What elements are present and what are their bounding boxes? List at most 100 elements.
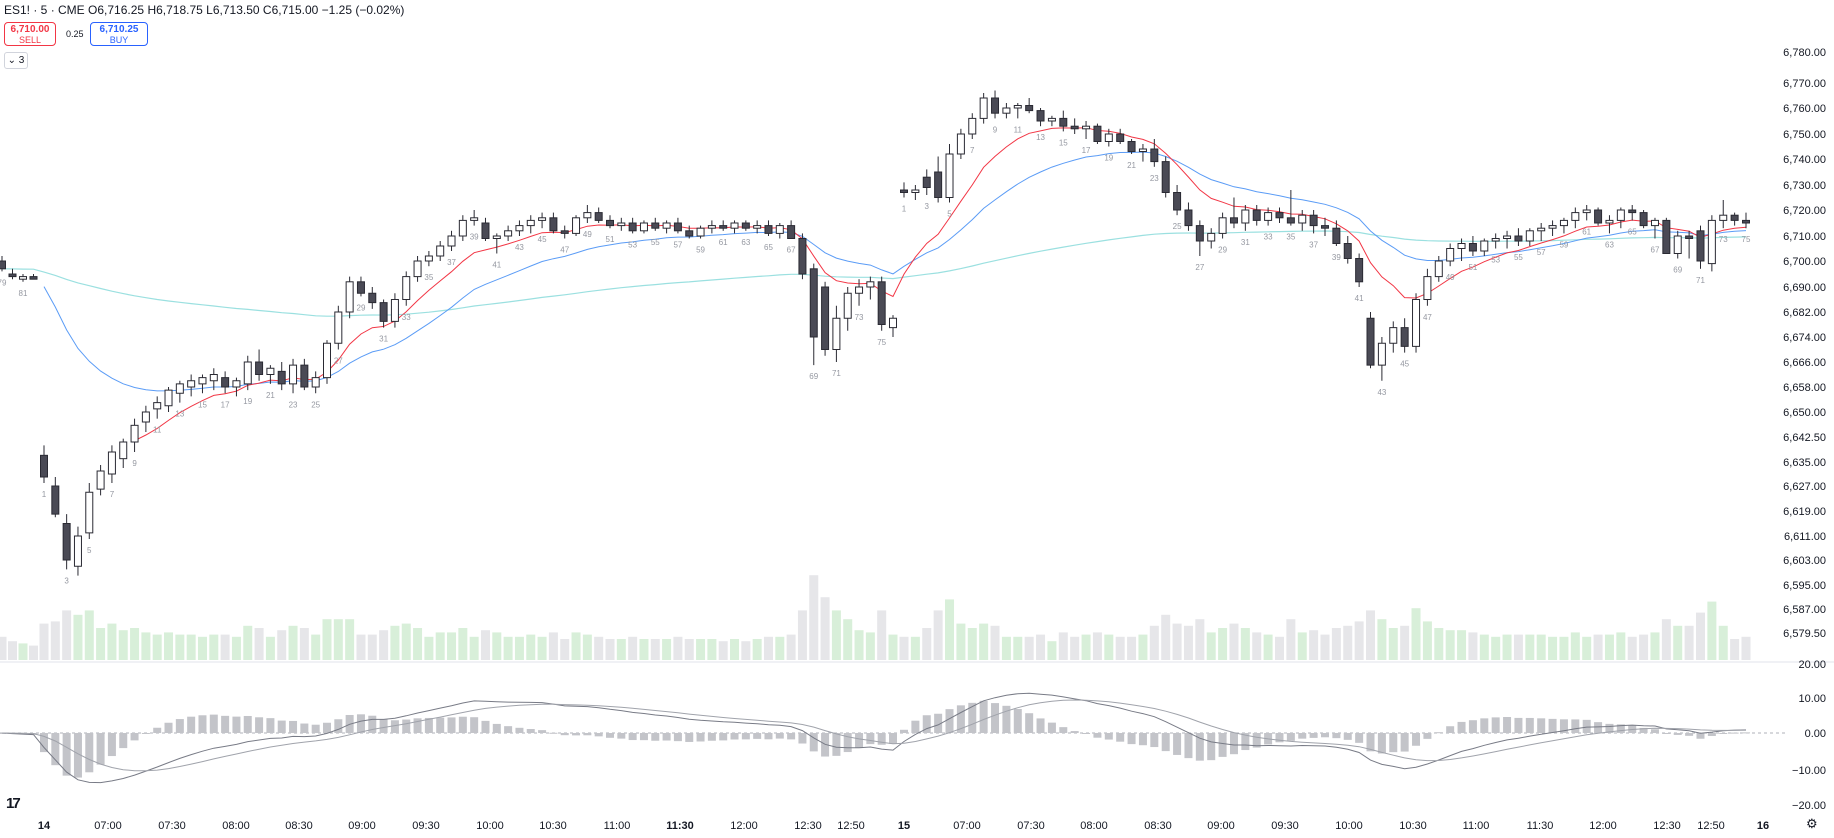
candle-body bbox=[1321, 225, 1329, 229]
bar-count-label: 37 bbox=[1309, 240, 1318, 249]
candle-body bbox=[956, 133, 965, 155]
bar-count-label: 25 bbox=[311, 400, 320, 409]
macd-histogram-bar bbox=[1184, 733, 1193, 759]
volume-bar bbox=[96, 628, 106, 660]
volume-bar bbox=[164, 632, 174, 660]
candlesticks[interactable] bbox=[0, 90, 1750, 576]
tradingview-logo-icon[interactable]: 17 bbox=[6, 795, 21, 812]
candle-body bbox=[1457, 243, 1466, 249]
macd-histogram-bar bbox=[787, 733, 796, 740]
time-tick-label: 12:30 bbox=[794, 820, 822, 832]
volume-bar bbox=[775, 636, 785, 660]
candle-body bbox=[1537, 227, 1546, 232]
macd-histogram-bar bbox=[1457, 721, 1466, 733]
volume-bar bbox=[1411, 608, 1421, 660]
candle-body bbox=[526, 219, 535, 227]
macd-histogram-bar bbox=[685, 733, 694, 742]
volume-bar bbox=[39, 623, 49, 660]
macd-histogram-bar bbox=[515, 727, 524, 733]
volume-bar bbox=[1525, 634, 1535, 660]
bar-count-label: 33 bbox=[1264, 233, 1273, 242]
candle-body bbox=[1173, 192, 1182, 211]
candle-body bbox=[19, 276, 27, 280]
volume-bar bbox=[1604, 634, 1614, 660]
candle-body bbox=[1730, 214, 1739, 221]
candle-body bbox=[1264, 212, 1273, 221]
time-tick-label: 10:00 bbox=[1335, 820, 1363, 832]
time-tick-label: 09:00 bbox=[1207, 820, 1235, 832]
high-value: 6,718.75 bbox=[156, 3, 203, 17]
volume-bar bbox=[1297, 632, 1307, 660]
symbol-title[interactable]: ES1! · 5 · CME bbox=[4, 3, 85, 17]
volume-bar bbox=[718, 641, 728, 660]
volume-bar bbox=[1616, 632, 1626, 660]
volume-bar bbox=[62, 610, 72, 660]
candle-body bbox=[1355, 258, 1364, 283]
price-axis[interactable]: 6,780.00 6,770.00 6,760.00 6,750.00 6,740.00… bbox=[1783, 47, 1826, 640]
volume-bar bbox=[480, 630, 490, 660]
bar-count-label: 67 bbox=[787, 246, 796, 255]
volume-bar bbox=[401, 623, 411, 660]
time-tick-label: 12:50 bbox=[837, 820, 865, 832]
bar-count-label: 65 bbox=[1628, 227, 1637, 236]
candle-body bbox=[1650, 219, 1659, 227]
macd-histogram-bar bbox=[956, 705, 965, 733]
candle-body bbox=[866, 281, 875, 288]
macd-histogram-bar bbox=[504, 726, 513, 733]
macd-pane[interactable] bbox=[0, 692, 1785, 784]
volume-bar bbox=[945, 599, 955, 660]
candle-body bbox=[1286, 217, 1295, 224]
price-tick-label: 6,730.00 bbox=[1783, 180, 1826, 192]
close-value: 6,715.00 bbox=[271, 3, 319, 17]
candle-body bbox=[922, 176, 931, 188]
volume-bar bbox=[1013, 636, 1023, 660]
volume-bar bbox=[571, 632, 581, 660]
time-tick-label: 15 bbox=[898, 820, 910, 832]
bar-count-label: 71 bbox=[832, 369, 841, 378]
volume-bar bbox=[107, 623, 117, 660]
macd-histogram-bar bbox=[753, 733, 762, 739]
time-tick-label: 12:50 bbox=[1697, 820, 1725, 832]
candle-body bbox=[1116, 133, 1125, 142]
volume-bar bbox=[594, 636, 604, 660]
bar-count-label: 27 bbox=[334, 357, 343, 366]
macd-histogram-bar bbox=[356, 714, 365, 733]
candle-body bbox=[889, 317, 897, 329]
sell-button[interactable]: 6,710.00 SELL bbox=[4, 22, 56, 46]
candle-body bbox=[141, 411, 150, 423]
time-axis[interactable]: 14 07:00 07:30 08:00 08:30 09:00 09:30 10:00 10:… bbox=[38, 820, 1769, 832]
bar-count-label: 79 bbox=[0, 278, 7, 287]
candle-body bbox=[1309, 214, 1318, 227]
candle-body bbox=[470, 217, 479, 221]
candle-body bbox=[1548, 225, 1557, 229]
low-value: 6,713.50 bbox=[212, 3, 260, 17]
macd-histogram-bar bbox=[447, 717, 456, 733]
macd-axis[interactable]: 20.00 10.00 0.00 −10.00 −20.00 bbox=[1792, 659, 1826, 812]
macd-histogram-bar bbox=[379, 719, 388, 733]
buy-button[interactable]: 6,710.25 BUY bbox=[90, 22, 148, 46]
volume-bar bbox=[1582, 636, 1592, 660]
indicators-toggle-button[interactable]: ⌄ 3 bbox=[4, 52, 28, 69]
volume-bar bbox=[537, 636, 547, 660]
volume-bar bbox=[956, 623, 966, 660]
volume-bar bbox=[933, 610, 943, 660]
macd-histogram-bar bbox=[85, 733, 94, 773]
macd-histogram-bar bbox=[843, 733, 852, 753]
volume-bar bbox=[1536, 634, 1546, 660]
bar-count-label: 35 bbox=[424, 273, 433, 282]
volume-bar bbox=[299, 628, 309, 660]
candle-body bbox=[1138, 148, 1147, 152]
macd-histogram-bar bbox=[198, 715, 207, 733]
volume-bar bbox=[356, 634, 366, 660]
candle-body bbox=[1480, 240, 1489, 252]
macd-histogram-bar bbox=[1468, 720, 1477, 733]
volume-bar bbox=[888, 634, 898, 660]
macd-histogram-bar bbox=[855, 733, 864, 749]
bar-count-label: 81 bbox=[19, 289, 28, 298]
macd-histogram-bar bbox=[1525, 717, 1534, 733]
volume-bar bbox=[1718, 625, 1728, 660]
volume-bar bbox=[1058, 632, 1068, 660]
gear-icon[interactable]: ⚙ bbox=[1806, 816, 1818, 831]
sell-price: 6,710.00 bbox=[10, 24, 50, 35]
